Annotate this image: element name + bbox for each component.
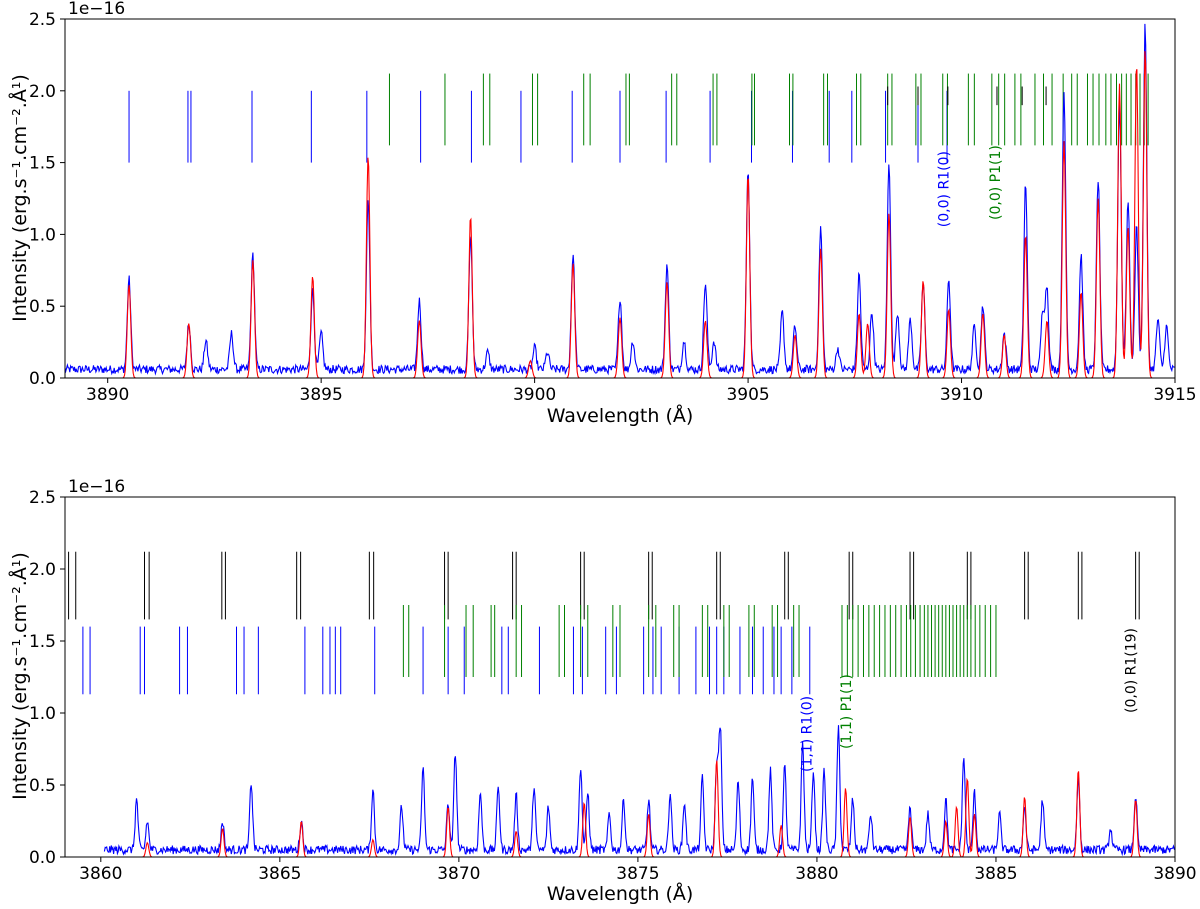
y-tick-label: 0.0 (29, 369, 56, 389)
y-tick-label: 1.5 (29, 154, 56, 174)
x-tick-label: 3880 (795, 864, 838, 884)
x-tick-label: 3875 (616, 864, 659, 884)
model-spectrum (65, 51, 1175, 378)
x-tick-label: 3910 (940, 385, 983, 405)
y-axis-label: Intensity (erg.s⁻¹.cm⁻².Å¹) (8, 74, 31, 322)
y-tick-label: 2.0 (29, 82, 56, 102)
x-tick-label: 3890 (1153, 864, 1196, 884)
x-tick-label: 3860 (79, 864, 122, 884)
y-tick-label: 1.5 (29, 632, 56, 652)
y-tick-label: 0.0 (29, 848, 56, 868)
y-tick-label: 2.0 (29, 560, 56, 580)
y-offset-text: 1e−16 (68, 477, 125, 497)
plot-frame (64, 18, 1176, 379)
observed-spectrum (103, 725, 1175, 857)
chart-panel-bottom: 1e−16 (1,1) R1(0) (1,1) P1(1) (0,0) R1(19)… (8, 477, 1197, 905)
x-tick-label: 3865 (258, 864, 301, 884)
line-annotation: (0,0) R1(0) (937, 151, 953, 227)
chart-panel-top: 1e−16 (0,0) R1(0) (0,0) P1(1) 3890 3895 390… (8, 0, 1197, 427)
y-tick-label: 1.0 (29, 225, 56, 245)
x-tick-label: 3890 (86, 385, 129, 405)
y-tick-label: 1.0 (29, 704, 56, 724)
line-annotation: (0,0) P1(1) (988, 145, 1004, 220)
x-tick-label: 3900 (513, 385, 556, 405)
y-tick-label: 2.5 (29, 10, 56, 30)
line-annotation: (0,0) R1(19) (1124, 628, 1140, 713)
line-annotation: (1,1) P1(1) (839, 674, 855, 749)
y-tick-label: 0.5 (29, 776, 56, 796)
x-tick-label: 3895 (300, 385, 343, 405)
model-spectrum (104, 760, 1175, 857)
line-annotation: (1,1) R1(0) (800, 696, 816, 772)
y-tick-label: 0.5 (29, 297, 56, 317)
x-tick-label: 3915 (1153, 385, 1196, 405)
y-axis-label: Intensity (erg.s⁻¹.cm⁻².Å¹) (8, 552, 31, 800)
y-tick-label: 2.5 (29, 488, 56, 508)
x-tick-label: 3870 (437, 864, 480, 884)
x-tick-label: 3905 (726, 385, 769, 405)
x-axis-label: Wavelength (Å) (547, 404, 694, 427)
plot-frame (64, 496, 1176, 858)
x-axis-label: Wavelength (Å) (547, 882, 694, 905)
y-offset-text: 1e−16 (68, 0, 125, 19)
x-tick-label: 3885 (974, 864, 1017, 884)
